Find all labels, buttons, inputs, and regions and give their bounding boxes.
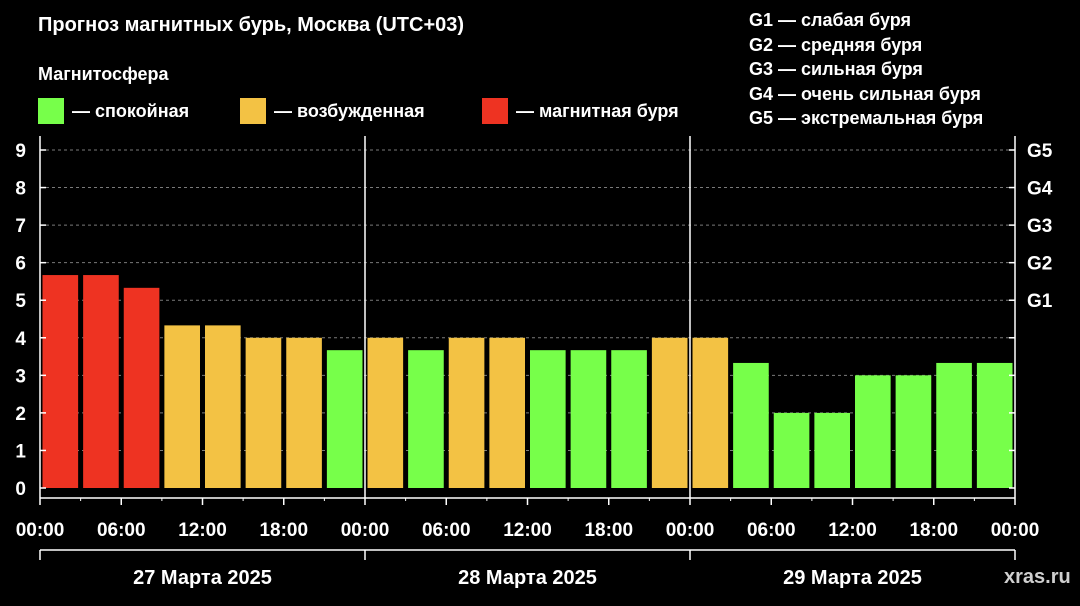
watermark: xras.ru (1004, 566, 1071, 588)
storm-scale-legend: G1 — слабая буря G2 — средняя буря G3 — … (749, 8, 983, 131)
y-tick-label-2: 2 (15, 404, 26, 425)
axis-labels: 0 1 2 3 4 5 6 7 8 9 G1 G2 G3 G4 G5 00:00 06:00 12:00 18:00… (15, 141, 1052, 589)
y-tick-label-3: 3 (15, 366, 26, 387)
axes (39, 136, 1016, 560)
bar-4 (205, 325, 241, 488)
bar-15 (651, 337, 688, 488)
bar-16 (692, 337, 729, 488)
x-tick-label-0: 00:00 (16, 520, 65, 541)
y-tick-label-0: 0 (15, 479, 26, 500)
chart-title: Прогноз магнитных бурь, Москва (UTC+03) (38, 14, 465, 36)
x-tick-label-6: 12:00 (503, 520, 552, 541)
bar-12 (530, 350, 566, 488)
bar-10 (448, 337, 485, 488)
right-tick-label-G5: G5 (1027, 141, 1053, 162)
y-tick-label-9: 9 (15, 141, 26, 162)
right-tick-label-G2: G2 (1027, 254, 1052, 275)
day-label-0: 27 Марта 2025 (133, 567, 272, 589)
bar-11 (489, 337, 525, 488)
legend-swatch-storm (482, 98, 508, 124)
bar-17 (733, 362, 769, 488)
y-tick-label-5: 5 (15, 291, 26, 312)
bar-23 (976, 362, 1013, 488)
legend-label-quiet: — спокойная (72, 100, 190, 121)
x-tick-label-8: 00:00 (666, 520, 715, 541)
bar-0 (42, 275, 79, 488)
bar-1 (83, 275, 119, 488)
bar-2 (123, 287, 160, 488)
bar-22 (936, 362, 972, 488)
storm-scale-g5: G5 — экстремальная буря (749, 108, 984, 128)
bar-14 (611, 350, 647, 488)
storm-scale-g3: G3 — сильная буря (749, 59, 923, 79)
grid-lines (40, 149, 1015, 451)
x-tick-label-1: 06:00 (97, 520, 146, 541)
bar-20 (855, 375, 891, 488)
y-tick-label-7: 7 (15, 216, 26, 237)
legend-item-quiet: — спокойная (38, 98, 189, 124)
bar-7 (326, 350, 363, 488)
y-tick-label-4: 4 (15, 329, 26, 350)
bar-6 (286, 337, 322, 488)
y-tick-label-1: 1 (15, 441, 26, 462)
bar-8 (367, 337, 404, 488)
right-tick-label-G4: G4 (1027, 179, 1053, 200)
legend-item-storm: — магнитная буря (482, 98, 679, 124)
x-tick-label-10: 12:00 (828, 520, 877, 541)
x-tick-label-7: 18:00 (584, 520, 633, 541)
bar-5 (245, 337, 282, 488)
x-tick-label-12: 00:00 (991, 520, 1040, 541)
x-tick-label-2: 12:00 (178, 520, 227, 541)
right-tick-label-G3: G3 (1027, 216, 1052, 237)
day-label-2: 29 Марта 2025 (783, 567, 922, 589)
bar-9 (408, 350, 444, 488)
legend-title: Магнитосфера (38, 64, 169, 84)
bar-21 (895, 375, 932, 488)
storm-scale-g1: G1 — слабая буря (749, 10, 912, 30)
bar-18 (773, 412, 810, 488)
bar-19 (814, 412, 850, 488)
x-tick-label-11: 18:00 (909, 520, 958, 541)
storm-scale-g4: G4 — очень сильная буря (749, 83, 981, 104)
x-tick-label-3: 18:00 (259, 520, 308, 541)
x-tick-label-4: 00:00 (341, 520, 390, 541)
y-tick-label-8: 8 (15, 179, 26, 200)
legend-item-active: — возбужденная (240, 98, 425, 124)
day-label-1: 28 Марта 2025 (458, 567, 597, 589)
x-tick-label-5: 06:00 (422, 520, 471, 541)
legend-swatch-active (240, 98, 266, 124)
legend-label-active: — возбужденная (274, 100, 425, 121)
bar-13 (570, 350, 607, 488)
y-tick-label-6: 6 (15, 254, 26, 275)
bars (42, 275, 1013, 488)
x-tick-label-9: 06:00 (747, 520, 796, 541)
legend-swatch-quiet (38, 98, 64, 124)
right-tick-label-G1: G1 (1027, 291, 1053, 312)
bar-3 (164, 325, 200, 488)
storm-scale-g2: G2 — средняя буря (749, 34, 923, 55)
legend-label-storm: — магнитная буря (516, 100, 679, 121)
